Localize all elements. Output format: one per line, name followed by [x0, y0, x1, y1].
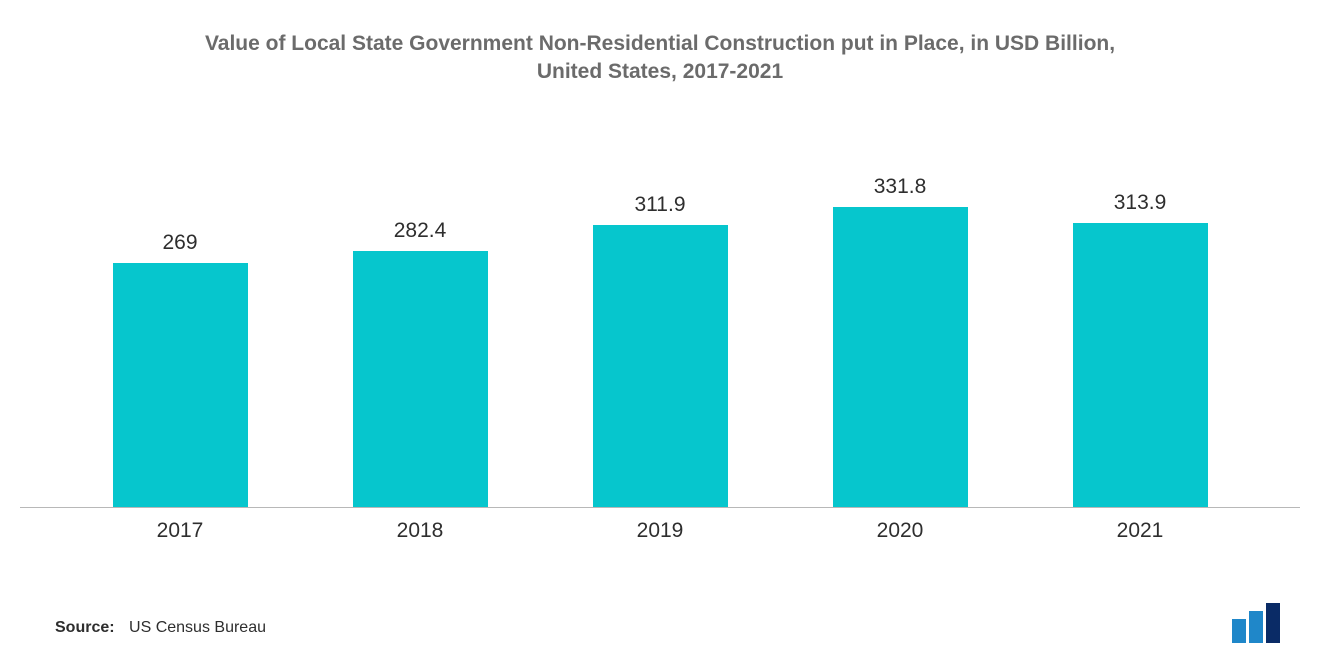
bar — [113, 263, 248, 506]
x-axis-line — [20, 507, 1300, 508]
source-text: US Census Bureau — [129, 619, 266, 636]
bar-group: 282.4 — [300, 147, 540, 507]
chart-title: Value of Local State Government Non-Resi… — [110, 30, 1210, 87]
bar-value-label: 269 — [162, 231, 197, 255]
bar-group: 313.9 — [1020, 147, 1260, 507]
bar-value-label: 282.4 — [394, 219, 447, 243]
logo-bar-icon — [1232, 619, 1246, 643]
x-axis-label: 2017 — [60, 519, 300, 543]
brand-logo — [1232, 603, 1280, 643]
bar-value-label: 313.9 — [1114, 191, 1167, 215]
bar-group: 311.9 — [540, 147, 780, 507]
plot-area: 269 282.4 311.9 331.8 313.9 — [60, 147, 1260, 507]
chart-title-line1: Value of Local State Government Non-Resi… — [205, 32, 1115, 55]
bar-value-label: 311.9 — [635, 193, 686, 217]
source-label: Source: — [55, 619, 115, 636]
bar-value-label: 331.8 — [874, 175, 927, 199]
chart-container: Value of Local State Government Non-Resi… — [0, 0, 1320, 665]
bar — [833, 207, 968, 507]
chart-title-line2: United States, 2017-2021 — [537, 60, 783, 83]
x-axis-label: 2020 — [780, 519, 1020, 543]
x-axis-label: 2021 — [1020, 519, 1260, 543]
bar — [1073, 223, 1208, 507]
bar-group: 331.8 — [780, 147, 1020, 507]
bar — [593, 225, 728, 507]
bar — [353, 251, 488, 506]
x-axis-labels: 20172018201920202021 — [60, 519, 1260, 543]
source-line: Source: US Census Bureau — [55, 619, 266, 637]
logo-bar-icon — [1266, 603, 1280, 643]
bar-group: 269 — [60, 147, 300, 507]
logo-bar-icon — [1249, 611, 1263, 643]
x-axis-label: 2018 — [300, 519, 540, 543]
x-axis-label: 2019 — [540, 519, 780, 543]
